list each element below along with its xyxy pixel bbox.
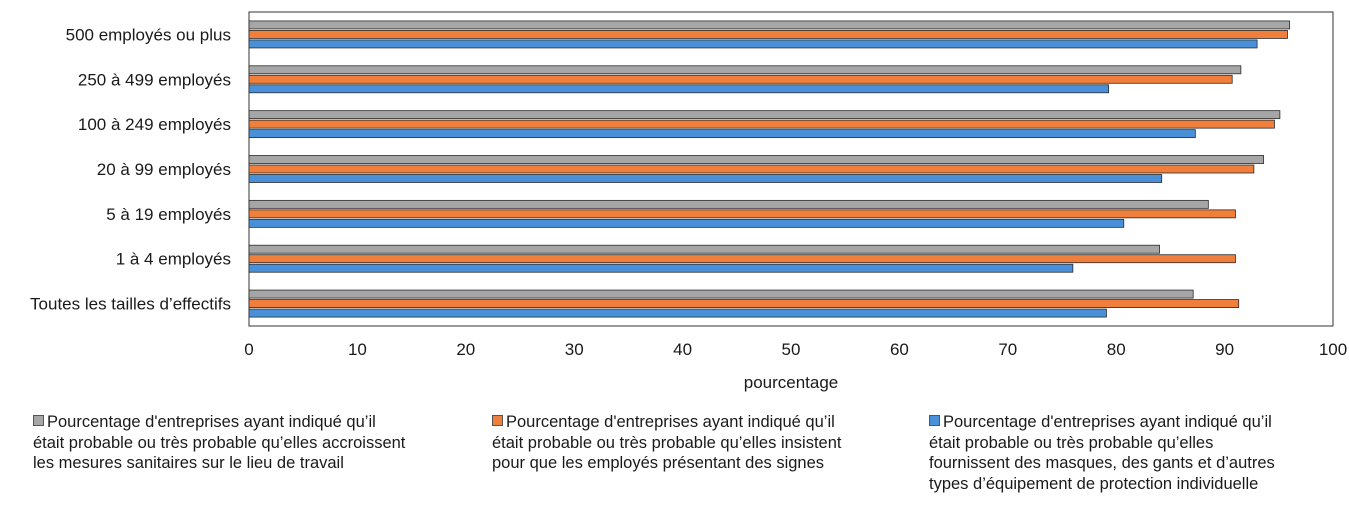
bar-2-series-2 (248, 129, 1196, 139)
bar-0-series-0 (248, 20, 1291, 30)
y-tick-label: 1 à 4 employés (116, 250, 231, 269)
y-tick-label: Toutes les tailles d’effectifs (30, 295, 231, 314)
x-tick-label: 30 (565, 340, 584, 359)
legend-label: Pourcentage d'entreprises ayant indiqué … (929, 413, 1275, 493)
x-tick-label: 90 (1215, 340, 1234, 359)
y-tick-label: 500 employés ou plus (66, 25, 231, 44)
x-tick-label: 10 (348, 340, 367, 359)
bar-1-series-0 (248, 65, 1242, 75)
bar-3-series-1 (248, 164, 1255, 174)
y-tick-label: 100 à 249 employés (78, 115, 231, 134)
legend-swatch-icon (929, 415, 940, 426)
y-tick-label: 20 à 99 employés (97, 160, 231, 179)
bar-1-series-1 (248, 74, 1233, 84)
x-tick-label: 60 (890, 340, 909, 359)
bar-0-series-1 (248, 30, 1288, 39)
x-tick-label: 100 (1319, 340, 1347, 359)
bar-2-series-0 (248, 110, 1281, 120)
x-axis-label: pourcentage (744, 373, 839, 392)
bar-5-series-2 (248, 263, 1074, 273)
bar-6-series-2 (248, 308, 1107, 318)
y-tick-label: 5 à 19 employés (106, 205, 231, 224)
legend-swatch-icon (492, 415, 503, 426)
x-tick-label: 50 (782, 340, 801, 359)
legend-item-1: Pourcentage d'entreprises ayant indiqué … (492, 412, 841, 474)
x-tick-label: 40 (673, 340, 692, 359)
legend-label: Pourcentage d'entreprises ayant indiqué … (492, 413, 842, 472)
bar-5-series-1 (248, 254, 1236, 264)
bar-3-series-0 (248, 155, 1265, 164)
legend-item-2: Pourcentage d'entreprises ayant indiqué … (929, 412, 1275, 494)
x-tick-label: 20 (456, 340, 475, 359)
bar-4-series-0 (248, 199, 1209, 209)
bar-0-series-2 (248, 39, 1258, 49)
bar-2-series-1 (248, 119, 1275, 129)
legend-label: Pourcentage d'entreprises ayant indiqué … (33, 413, 406, 472)
bar-6-series-0 (248, 289, 1194, 299)
bar-4-series-1 (248, 209, 1236, 219)
bar-6-series-1 (248, 299, 1240, 308)
x-tick-label: 80 (1107, 340, 1126, 359)
legend-swatch-icon (33, 415, 44, 426)
bar-4-series-2 (248, 218, 1125, 228)
bar-1-series-2 (248, 84, 1110, 94)
legend-item-0: Pourcentage d'entreprises ayant indiqué … (33, 412, 405, 474)
bar-5-series-0 (248, 244, 1160, 254)
x-tick-label: 0 (244, 340, 253, 359)
x-tick-label: 70 (998, 340, 1017, 359)
bar-3-series-2 (248, 174, 1163, 183)
y-tick-label: 250 à 499 employés (78, 70, 231, 89)
